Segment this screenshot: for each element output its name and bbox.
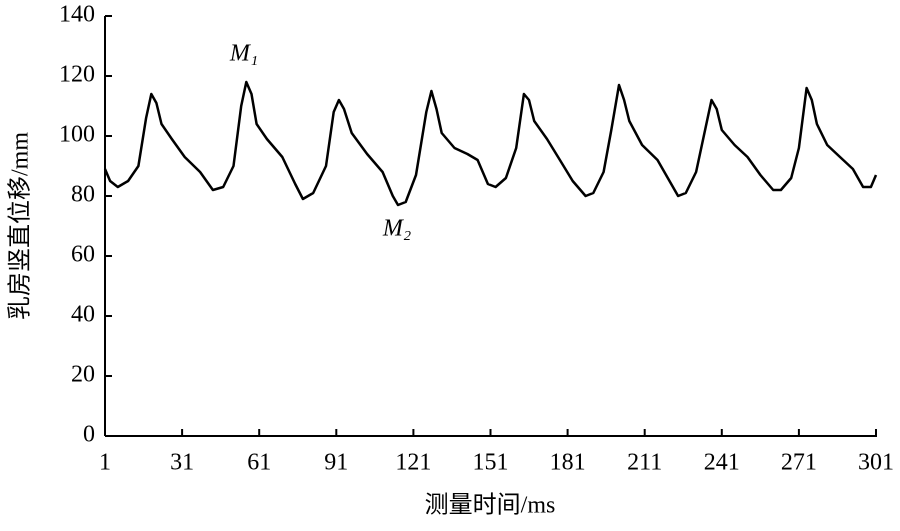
y-tick-label: 80	[71, 182, 95, 208]
x-tick-label: 121	[395, 450, 431, 476]
y-axis-label: 乳房竖直位移/mm	[7, 132, 34, 320]
y-tick-label: 60	[71, 242, 95, 268]
x-tick-label: 151	[473, 450, 509, 476]
y-tick-label: 140	[59, 2, 95, 28]
data-line	[103, 80, 878, 207]
x-tick-label: 61	[247, 450, 271, 476]
y-tick-label: 120	[59, 62, 95, 88]
x-tick-label: 31	[170, 450, 194, 476]
annotation: M₂	[382, 216, 411, 242]
x-tick-label: 241	[704, 450, 740, 476]
y-tick-label: 100	[59, 122, 95, 148]
x-tick-label: 301	[858, 450, 894, 476]
x-tick-label: 211	[627, 450, 662, 476]
annotation: M₁	[229, 41, 258, 67]
x-tick-label: 91	[324, 450, 348, 476]
y-tick-label: 20	[71, 362, 95, 388]
x-axis-label: 测量时间/ms	[425, 492, 556, 519]
x-tick-label: 181	[550, 450, 586, 476]
y-tick-label: 40	[71, 302, 95, 328]
x-tick-label: 271	[781, 450, 817, 476]
x-tick-label: 1	[99, 450, 111, 476]
y-tick-label: 0	[83, 422, 95, 448]
